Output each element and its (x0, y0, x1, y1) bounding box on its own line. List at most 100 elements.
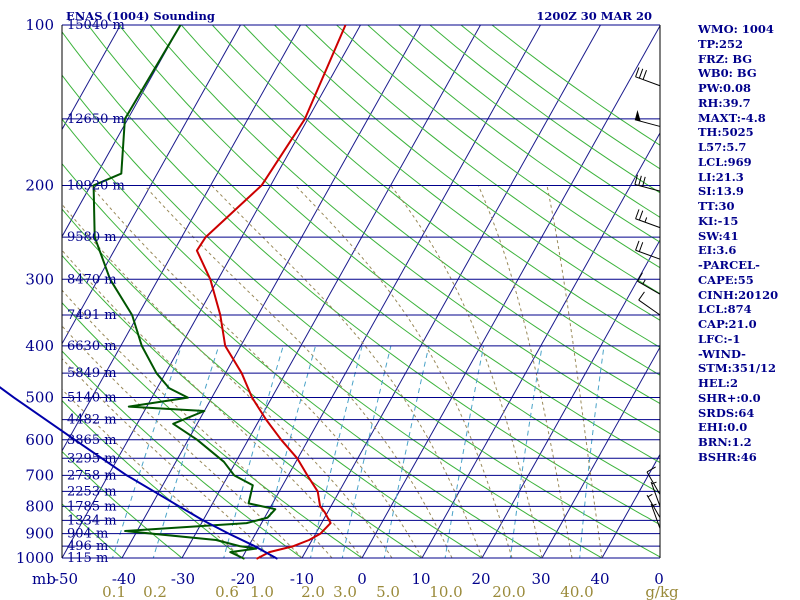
wind-barb-staff (646, 494, 661, 518)
stat-line: TH:5025 (698, 125, 754, 140)
isotherm-line (241, 25, 541, 558)
dry-adiabat-line (180, 25, 660, 405)
dry-adiabat-line (62, 31, 660, 526)
height-label: 1785 m (67, 499, 117, 514)
temperature-tick-label: 30 (531, 570, 550, 588)
isotherm-line (361, 25, 660, 558)
isotherm-line (62, 25, 181, 238)
chart-time: 1200Z 30 MAR 20 (536, 9, 652, 23)
stat-line: EHI:0.0 (698, 420, 748, 435)
dry-adiabat-line (87, 25, 660, 494)
height-label: 10920 m (67, 178, 125, 193)
pressure-tick-label: 700 (25, 466, 54, 484)
mixing-ratio-line (152, 345, 220, 558)
dry-adiabat-line (62, 301, 363, 558)
wind-barb (634, 174, 661, 192)
wind-barb-staff (635, 249, 661, 260)
dry-adiabat-line (62, 74, 660, 558)
wind-barb-full (637, 272, 643, 282)
stat-line: SHR+:0.0 (698, 390, 761, 405)
pressure-unit-label: mb (32, 570, 56, 588)
isotherm-line (421, 131, 660, 558)
stat-line: L57:5.7 (698, 140, 747, 154)
pressure-tick-label: 500 (25, 389, 54, 407)
wind-barb-full (635, 67, 640, 78)
height-label: 6630 m (67, 339, 117, 354)
pressure-tick-label: 600 (25, 431, 54, 449)
wind-barb-flag (634, 110, 641, 122)
mixing-ratio-tick-label: 40.0 (560, 583, 593, 600)
height-label: 3865 m (67, 433, 117, 448)
temperature-tick-label: -40 (112, 570, 136, 588)
stat-line: LCL:874 (698, 302, 752, 317)
wind-barb-full (642, 70, 647, 80)
pressure-tick-label: 800 (25, 497, 54, 515)
height-label: 3295 m (67, 451, 117, 466)
dewpoint-line (92, 24, 277, 560)
wind-barb-full (646, 466, 656, 473)
stat-line: WMO: 1004 (698, 22, 774, 36)
mixing-ratio-tick-label: 0.6 (215, 583, 239, 600)
wind-barb-staff (635, 76, 661, 87)
pressure-tick-label: 200 (25, 176, 54, 194)
stat-line: FRZ: BG (698, 51, 753, 66)
height-label: 496 m (67, 539, 108, 554)
dry-adiabat-line (62, 450, 183, 558)
wind-barb-half (644, 217, 648, 223)
mixing-ratio-unit-label: g/kg (645, 583, 679, 600)
wind-barb (637, 272, 661, 295)
wind-barb (650, 481, 661, 507)
stat-line: LCL:969 (698, 154, 752, 169)
temperature-tick-label: -50 (54, 570, 78, 588)
dry-adiabat-line (62, 503, 123, 558)
wind-barb-half (642, 279, 646, 285)
wind-barb (635, 240, 661, 260)
wind-barb-full (635, 240, 640, 251)
temperature-tick-label: -10 (290, 570, 314, 588)
wind-barb (646, 493, 661, 518)
temperature-line (195, 24, 347, 560)
height-label: 15040 m (67, 18, 125, 33)
dry-adiabat-line (62, 254, 423, 558)
wind-barb-full (638, 68, 644, 79)
stat-line: -PARCEL- (698, 258, 760, 272)
height-label: 9580 m (67, 230, 117, 245)
isotherm-line (181, 25, 481, 558)
mixing-ratio-tick-label: 0.2 (143, 583, 167, 600)
stat-line: LFC:-1 (698, 331, 741, 346)
stat-line: TP:252 (698, 36, 744, 51)
isotherm-line (121, 25, 421, 558)
mixing-ratio-tick-label: 3.0 (333, 583, 357, 600)
dry-adiabat-line (62, 162, 543, 558)
wind-barb (635, 209, 661, 229)
chart-title: ENAS (1004) Sounding (66, 9, 215, 23)
temperature-tick-label: 0 (654, 570, 664, 588)
mixing-ratio-tick-label: 5.0 (376, 583, 400, 600)
wind-barb-full (642, 176, 646, 187)
height-label: 2758 m (67, 468, 117, 483)
height-label: 4482 m (67, 413, 117, 428)
wind-barb-half (651, 481, 657, 485)
stat-line: SRDS:64 (698, 405, 755, 420)
mixing-ratio-tick-label: 2.0 (301, 583, 325, 600)
stat-line: -WIND- (698, 346, 746, 361)
height-label: 7491 m (67, 308, 117, 323)
height-label: 5140 m (67, 391, 117, 406)
plot-area (62, 25, 660, 558)
wind-barb (635, 67, 661, 87)
wind-barb-full (635, 209, 640, 219)
wind-barb-staff (650, 503, 661, 529)
wind-barb-staff (635, 218, 661, 229)
stat-line: MAXT:-4.8 (698, 110, 766, 125)
dry-adiabat-line (62, 118, 604, 558)
isotherm-line (481, 239, 660, 558)
mixing-ratio-line (309, 345, 363, 558)
dry-adiabat-line (118, 25, 660, 464)
stat-line: KI:-15 (698, 213, 739, 228)
pressure-tick-label: 400 (25, 337, 54, 355)
height-label: 904 m (67, 527, 108, 542)
moist-adiabat-line (62, 203, 393, 558)
temperature-tick-label: -30 (171, 570, 195, 588)
